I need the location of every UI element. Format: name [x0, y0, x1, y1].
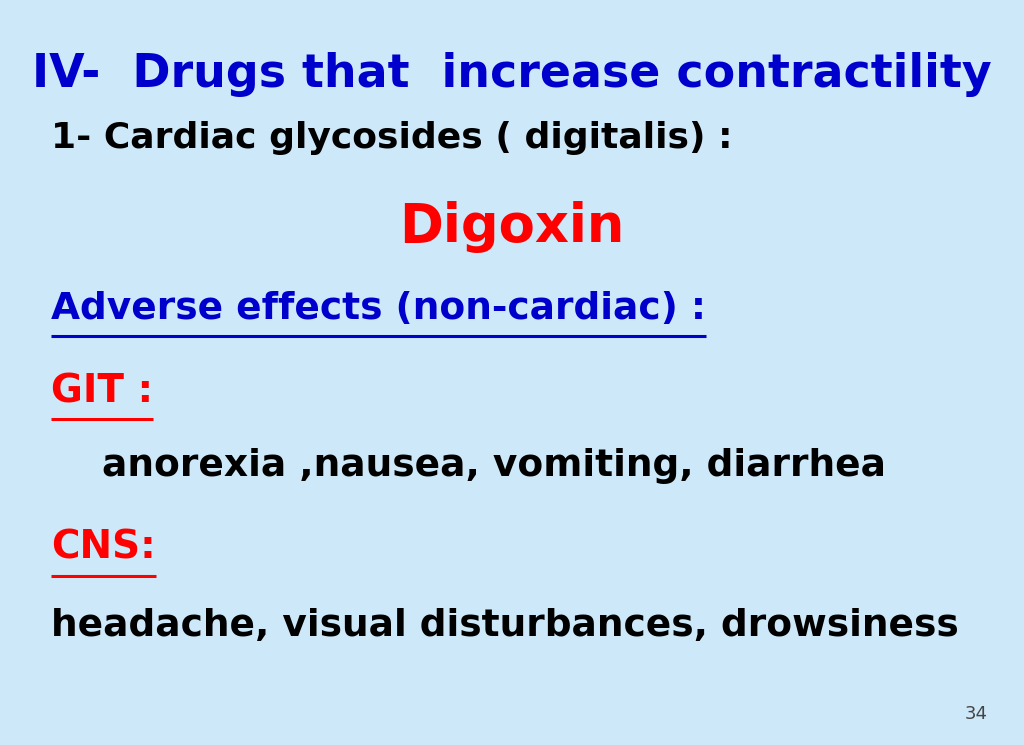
Text: Adverse effects (non-cardiac) :: Adverse effects (non-cardiac) :: [51, 291, 707, 327]
Text: headache, visual disturbances, drowsiness: headache, visual disturbances, drowsines…: [51, 608, 958, 644]
Text: CNS:: CNS:: [51, 528, 156, 567]
Text: Digoxin: Digoxin: [399, 201, 625, 253]
Text: GIT :: GIT :: [51, 372, 154, 410]
Text: IV-  Drugs that  increase contractility: IV- Drugs that increase contractility: [32, 52, 992, 97]
Text: 1- Cardiac glycosides ( digitalis) :: 1- Cardiac glycosides ( digitalis) :: [51, 121, 733, 155]
Text: anorexia ,nausea, vomiting, diarrhea: anorexia ,nausea, vomiting, diarrhea: [102, 448, 887, 484]
Text: 34: 34: [966, 705, 988, 723]
